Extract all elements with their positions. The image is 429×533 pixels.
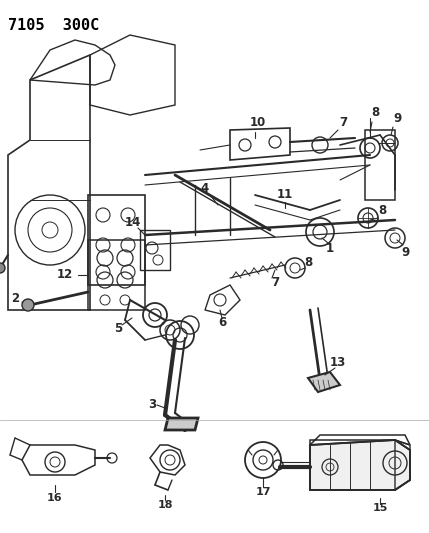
- Text: 9: 9: [393, 111, 401, 125]
- Polygon shape: [165, 418, 198, 430]
- Text: 16: 16: [47, 493, 63, 503]
- Text: 8: 8: [371, 106, 379, 118]
- Text: 14: 14: [125, 215, 141, 229]
- Text: 15: 15: [372, 503, 388, 513]
- Text: 6: 6: [218, 317, 226, 329]
- Circle shape: [22, 299, 34, 311]
- Text: 7: 7: [271, 276, 279, 288]
- Text: 2: 2: [11, 292, 19, 304]
- Text: 10: 10: [250, 116, 266, 128]
- Text: 8: 8: [304, 255, 312, 269]
- Text: 13: 13: [330, 356, 346, 368]
- Text: 11: 11: [277, 189, 293, 201]
- Text: 17: 17: [255, 487, 271, 497]
- Text: 18: 18: [157, 500, 173, 510]
- Text: 7105  300C: 7105 300C: [8, 18, 99, 33]
- Text: 7: 7: [339, 116, 347, 128]
- Text: 8: 8: [378, 204, 386, 216]
- Text: 12: 12: [57, 269, 73, 281]
- Text: 1: 1: [326, 241, 334, 254]
- Text: 4: 4: [201, 182, 209, 195]
- Polygon shape: [310, 440, 410, 490]
- Text: 5: 5: [114, 321, 122, 335]
- Polygon shape: [308, 372, 340, 392]
- Text: 3: 3: [148, 399, 156, 411]
- Circle shape: [0, 263, 5, 273]
- Text: 9: 9: [401, 246, 409, 259]
